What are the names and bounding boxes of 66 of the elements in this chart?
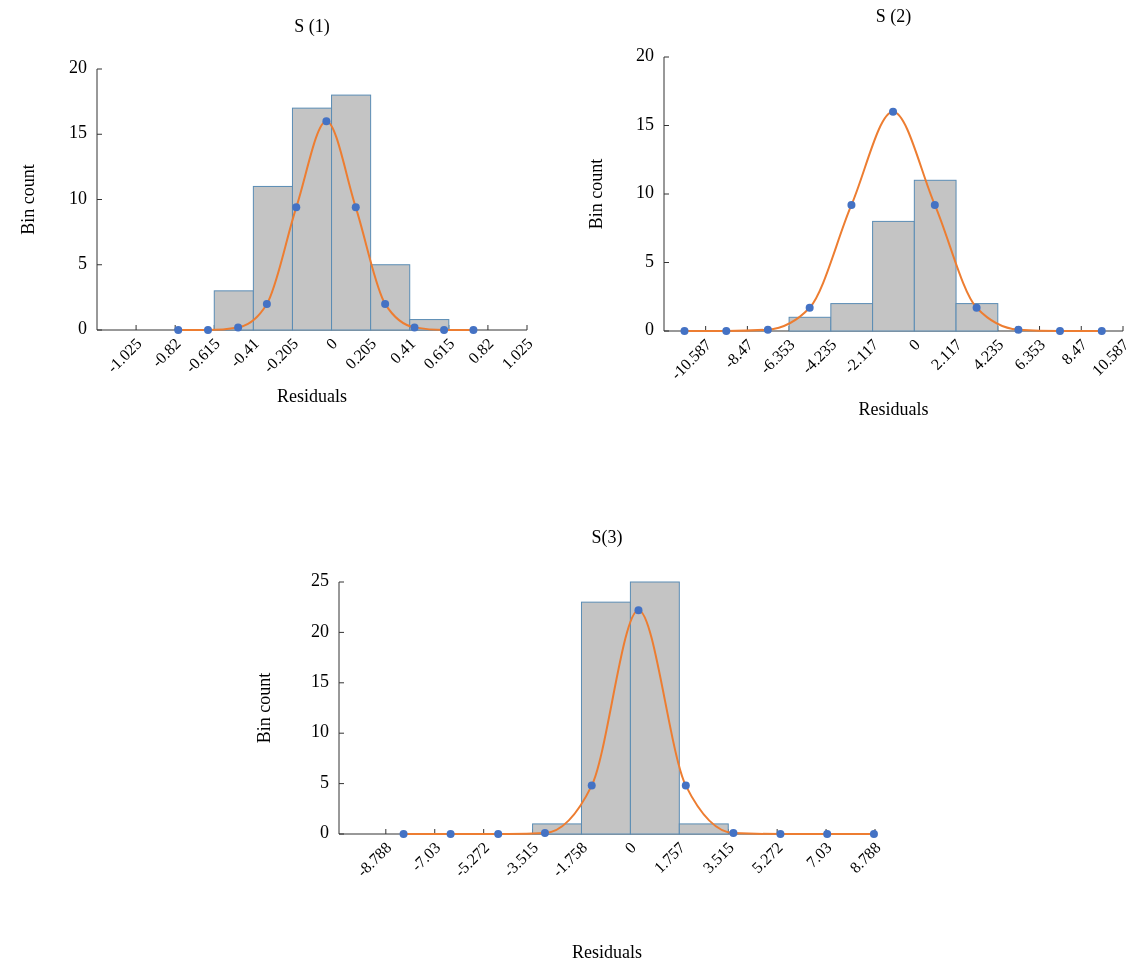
y-tick-label: 5: [320, 771, 329, 792]
point: [351, 203, 360, 212]
point: [972, 303, 981, 312]
point: [930, 200, 939, 209]
y-tick-label: 25: [311, 570, 329, 591]
chart-title: S (1): [294, 16, 330, 37]
chart-title: S (2): [875, 6, 912, 27]
chart-title: S(3): [591, 527, 623, 548]
x-tick-label: 0.82: [464, 334, 497, 367]
point: [776, 830, 785, 838]
point: [174, 326, 183, 334]
point: [823, 830, 832, 838]
point: [722, 327, 731, 335]
y-tick-label: 20: [636, 45, 654, 66]
point: [494, 830, 503, 838]
point: [763, 325, 772, 334]
point: [381, 299, 390, 308]
point: [203, 326, 212, 334]
y-tick-label: 15: [69, 122, 87, 143]
y-tick-label: 15: [311, 670, 329, 691]
x-tick-label: -7.03: [407, 838, 444, 875]
point: [469, 326, 478, 334]
y-tick-label: 10: [311, 721, 329, 742]
y-axis-title: Bin count: [586, 158, 607, 230]
point: [540, 828, 549, 837]
y-axis-title: Bin count: [254, 672, 275, 744]
point: [805, 303, 814, 312]
x-axis-title: Residuals: [858, 399, 929, 419]
point: [729, 828, 738, 837]
y-tick-label: 5: [78, 252, 87, 273]
point: [681, 781, 690, 790]
x-tick-label: 8.47: [1058, 335, 1090, 368]
y-tick-label: 10: [69, 187, 87, 208]
y-axis-title: Bin count: [18, 164, 39, 235]
x-axis-title: Residuals: [572, 942, 642, 962]
y-tick-label: 15: [636, 113, 654, 134]
point: [410, 323, 419, 332]
y-tick-label: 0: [645, 319, 654, 340]
y-tick-label: 10: [636, 182, 654, 203]
point: [322, 117, 331, 126]
point: [1014, 325, 1023, 334]
x-tick-label: 0.41: [386, 334, 419, 367]
x-tick-label: 0: [905, 335, 924, 354]
point: [634, 606, 643, 615]
x-tick-label: -0.41: [226, 334, 263, 371]
point: [1097, 327, 1106, 335]
y-tick-label: 20: [311, 620, 329, 641]
y-tick-label: 0: [78, 318, 87, 339]
y-tick-label: 20: [69, 57, 87, 78]
point: [847, 200, 856, 209]
x-tick-label: 0: [621, 838, 640, 857]
point: [262, 299, 271, 308]
point: [446, 830, 455, 838]
x-axis-title: Residuals: [277, 386, 347, 406]
point: [1055, 327, 1064, 335]
x-tick-label: -0.82: [148, 334, 184, 371]
point: [292, 203, 301, 212]
point: [680, 327, 689, 335]
point: [889, 107, 898, 116]
point: [399, 830, 408, 838]
y-tick-label: 5: [645, 250, 654, 271]
point: [440, 326, 449, 334]
y-tick-label: 0: [320, 822, 329, 843]
x-tick-label: 7.03: [802, 838, 835, 871]
point: [234, 323, 243, 332]
point: [587, 781, 596, 790]
